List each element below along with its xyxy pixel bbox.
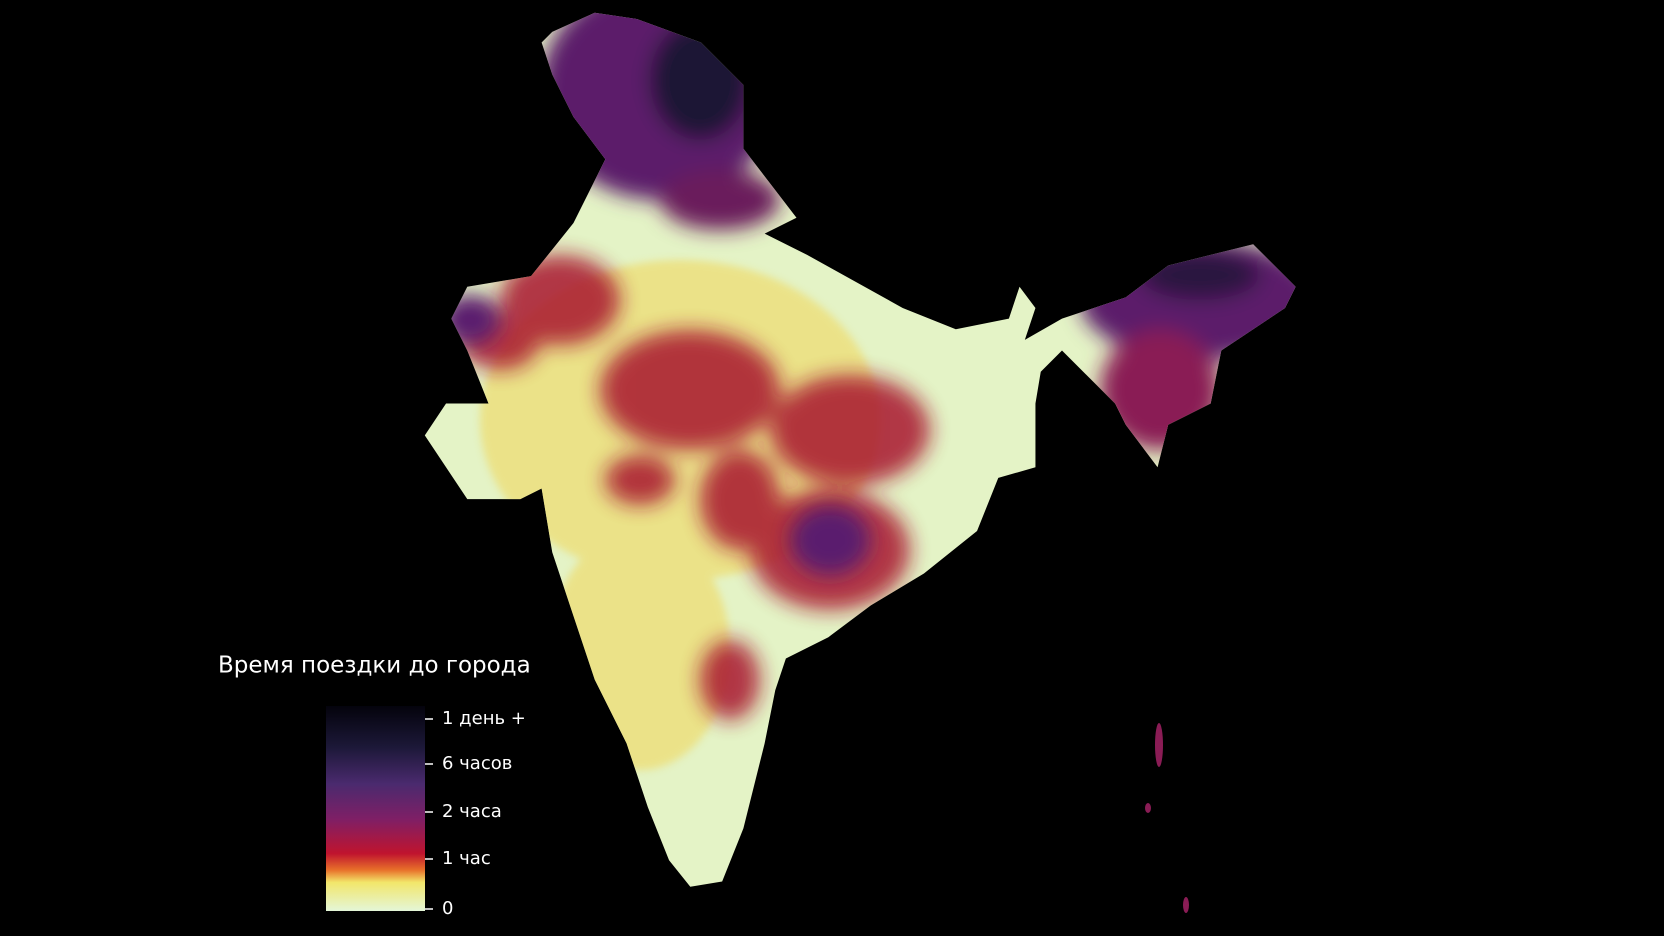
- legend-label: 2 часа: [442, 801, 502, 822]
- legend-label: 0: [442, 898, 453, 919]
- india-map: [424, 12, 1296, 887]
- legend-label: 1 день +: [442, 708, 526, 729]
- legend-title: Время поездки до города: [218, 653, 531, 679]
- color-ramp: [326, 706, 425, 911]
- islands: [1145, 723, 1189, 913]
- legend-label: 1 час: [442, 848, 491, 869]
- legend-label: 6 часов: [442, 753, 512, 774]
- legend: Время поездки до города 1 день + 6 часов…: [218, 653, 531, 920]
